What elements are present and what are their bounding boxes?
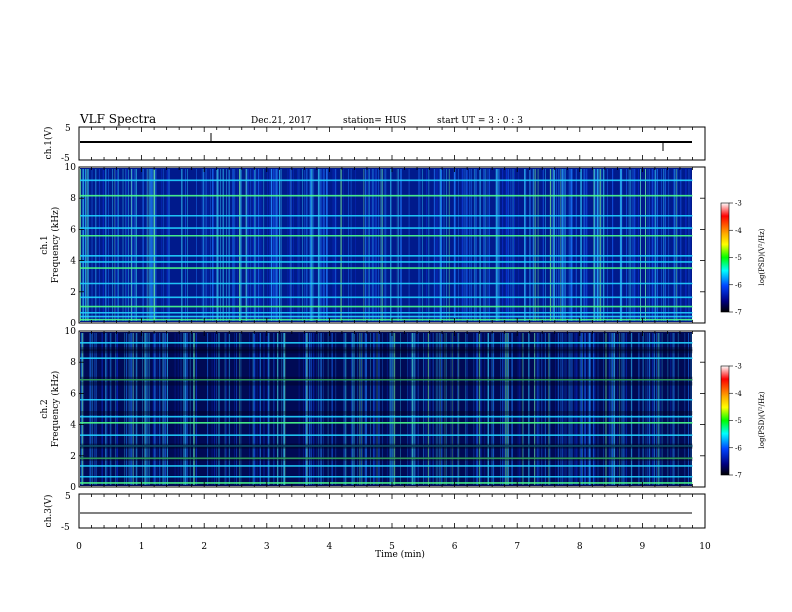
ch3-waveform-frame [78,493,706,529]
x-tick-label: 2 [201,542,207,552]
colorbar-tick-label: -3 [735,363,742,371]
ch2-spectrogram-ylabel: Frequency (kHz) [50,371,61,448]
chart-title: VLF Spectra [79,112,156,126]
x-tick-label: 0 [76,542,82,552]
y-tick-label: 6 [70,389,76,399]
quiet-band [80,376,693,381]
ch1-spectrogram-image [79,168,705,322]
colorbar-tick-label: -6 [735,281,742,289]
ch2-colorbar-ticks: -3 -4 -5 -6 -7 [729,363,742,480]
x-tick-label: 5 [389,542,395,552]
x-axis-tick-labels: 0 1 2 3 4 5 6 7 8 9 10 [76,542,711,552]
ch1-spectrogram-yticks: 0 2 4 6 8 10 [65,163,705,329]
ch2-spectrogram-image [80,332,705,486]
station-label: station= HUS [343,116,406,126]
x-tick-label: 1 [139,542,145,552]
x-tick-label: 7 [514,542,520,552]
x-axis-label: Time (min) [375,549,425,560]
ch3-ytick-bottom: -5 [61,523,70,533]
y-tick-label: 10 [65,163,77,173]
ch1-ytick-bottom: -5 [61,154,70,164]
ch2-spectrogram-background [80,332,692,486]
y-tick-label: 8 [70,358,76,368]
colorbar-tick-label: -6 [735,444,742,452]
y-tick-label: 0 [70,319,76,329]
start-time-label: start UT = 3 : 0 : 3 [437,116,523,126]
date-label: Dec.21, 2017 [251,116,312,126]
colorbar-tick-label: -7 [735,472,742,480]
ch1-colorbar-ticks: -3 -4 -5 -6 -7 [729,200,742,317]
colorbar-tick-label: -4 [735,390,742,398]
x-tick-label: 9 [640,542,646,552]
no-data-region [692,332,705,486]
y-tick-label: 0 [70,483,76,493]
x-tick-label: 10 [699,542,711,552]
colorbar-tick-label: -5 [735,254,742,262]
x-tick-label: 6 [452,542,458,552]
y-tick-label: 4 [70,257,76,267]
ch1-colorbar-gradient [720,202,730,313]
ch3-waveform-panel: 5 -5 ch.3(V) [43,492,706,533]
x-tick-label: 3 [264,542,270,552]
x-tick-label: 8 [577,542,583,552]
quiet-band [80,410,693,415]
quiet-band [80,381,693,386]
no-data-region [692,168,705,322]
y-tick-label: 2 [70,452,76,462]
ch3-ytick-top: 5 [65,492,71,502]
quiet-band [80,444,693,449]
y-tick-label: 6 [70,225,76,235]
quiet-band [80,456,693,461]
ch2-colorbar: -3 -4 -5 -6 -7 log(PSD)(V²/Hz) [720,363,766,480]
y-tick-label: 4 [70,421,76,431]
ch2-colorbar-gradient [720,365,730,476]
ch3-waveform-ticks [78,494,706,528]
ch1-waveform-ticks [78,127,706,160]
ch1-ytick-top: 5 [65,124,71,134]
ch2-spectrogram-channel-label: ch.2 [40,399,50,418]
ch3-ylabel: ch.3(V) [43,495,54,528]
y-tick-label: 2 [70,288,76,298]
ch1-colorbar-label: log(PSD)(V²/Hz) [758,228,766,285]
ch1-spectrogram-channel-label: ch.1 [40,235,50,254]
quiet-band [80,349,693,354]
x-tick-label: 4 [327,542,333,552]
ch2-colorbar-label: log(PSD)(V²/Hz) [758,391,766,448]
colorbar-tick-label: -4 [735,227,742,235]
ch2-spectrogram-ticks [78,331,706,487]
quiet-band [80,443,693,448]
colorbar-tick-label: -3 [735,200,742,208]
y-tick-label: 10 [65,327,77,337]
ch1-colorbar: -3 -4 -5 -6 -7 log(PSD)(V²/Hz) [720,200,766,317]
ch1-waveform-panel: 5 -5 ch.1(V) [43,124,706,164]
ch1-spectrogram-panel: 0 2 4 6 8 10 ch.1 Frequency (kHz) [40,163,706,329]
quiet-band [80,347,693,352]
y-tick-label: 8 [70,194,76,204]
ch2-spectrogram-yticks: 0 2 4 6 8 10 [65,327,705,493]
ch1-spectrogram-ticks [78,167,706,323]
ch2-spectrogram-panel: 0 2 4 6 8 10 ch.2 Frequency (kHz) [40,327,706,493]
colorbar-tick-label: -5 [735,417,742,425]
ch1-ylabel: ch.1(V) [43,127,54,160]
colorbar-tick-label: -7 [735,309,742,317]
ch1-spectrogram-ylabel: Frequency (kHz) [50,207,61,284]
